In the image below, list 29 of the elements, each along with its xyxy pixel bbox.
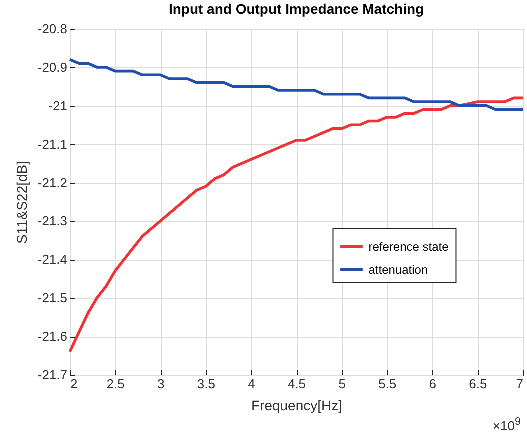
x-tick-label: 3.5 bbox=[197, 376, 216, 392]
line-series bbox=[68, 58, 524, 112]
legend-label: attenuation bbox=[368, 262, 428, 277]
y-tick-label: -21.7 bbox=[38, 368, 68, 382]
text: ×10$^{9}$ bbox=[492, 416, 521, 434]
y-tick-label: -21.3 bbox=[38, 214, 68, 229]
y-tick-label: -20.8 bbox=[38, 22, 68, 36]
x-tick-label: 4 bbox=[248, 376, 256, 392]
x-tick-label: 3 bbox=[157, 376, 165, 392]
x-tick-label: 4.5 bbox=[288, 376, 306, 392]
y-tick-label: -21 bbox=[48, 98, 68, 114]
y-tick-label: -20.9 bbox=[38, 60, 68, 75]
x-axis-title: Frequency[Hz] bbox=[251, 398, 343, 414]
x-tick-label: 2 bbox=[70, 376, 78, 392]
y-tick-label: -21.2 bbox=[38, 175, 68, 190]
x-tick-label: 6 bbox=[429, 376, 437, 392]
y-tick-label: -21.1 bbox=[38, 136, 68, 152]
x-tick-label: 5.5 bbox=[378, 376, 397, 392]
x-tick-label: 5 bbox=[338, 376, 346, 392]
x-tick-label: 6.5 bbox=[469, 376, 488, 392]
y-axis-title: S11&S22[dB] bbox=[14, 160, 30, 244]
x-tick-label: 2.5 bbox=[106, 376, 125, 392]
y-tick-label: -21.4 bbox=[38, 252, 68, 268]
y-tick-label: -21.6 bbox=[38, 329, 68, 344]
x-tick-label: 7 bbox=[516, 376, 524, 392]
y-tick-label: -21.5 bbox=[38, 290, 68, 306]
chart-title: Input and Output Impedance Matching bbox=[168, 1, 424, 17]
legend-label: reference state bbox=[368, 240, 450, 254]
line-series bbox=[68, 96, 524, 354]
